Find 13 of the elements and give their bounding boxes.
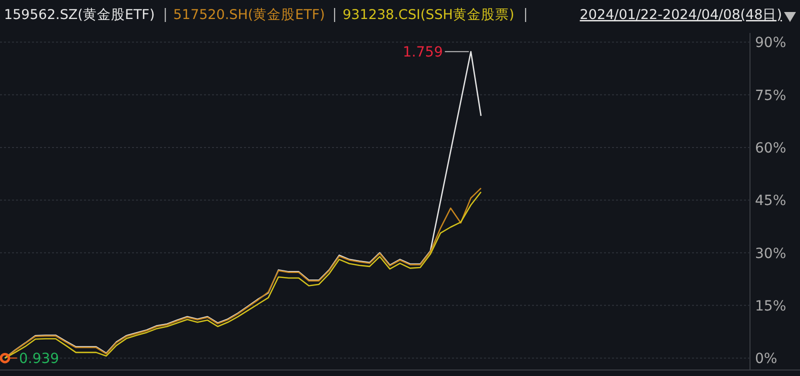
- text: 931238.CSI(SSH黄金股票): [342, 7, 514, 23]
- text: 2024/01/22-2024/04/08(48日): [580, 7, 782, 23]
- y-tick-label: 15%: [755, 298, 786, 314]
- text: 159562.SZ(黄金股ETF): [4, 7, 155, 23]
- annotation: 0.939: [19, 351, 60, 368]
- y-tick-label: 75%: [755, 88, 786, 104]
- y-tick-label: 45%: [755, 193, 786, 210]
- annotation: 1.759: [402, 44, 443, 61]
- y-tick-label: 30%: [755, 246, 786, 262]
- y-tick-label: 90%: [755, 35, 786, 52]
- text: 517520.SH(黄金股ETF): [173, 7, 325, 23]
- y-tick-label: 60%: [755, 140, 786, 156]
- y-tick-label: 0%: [755, 351, 778, 368]
